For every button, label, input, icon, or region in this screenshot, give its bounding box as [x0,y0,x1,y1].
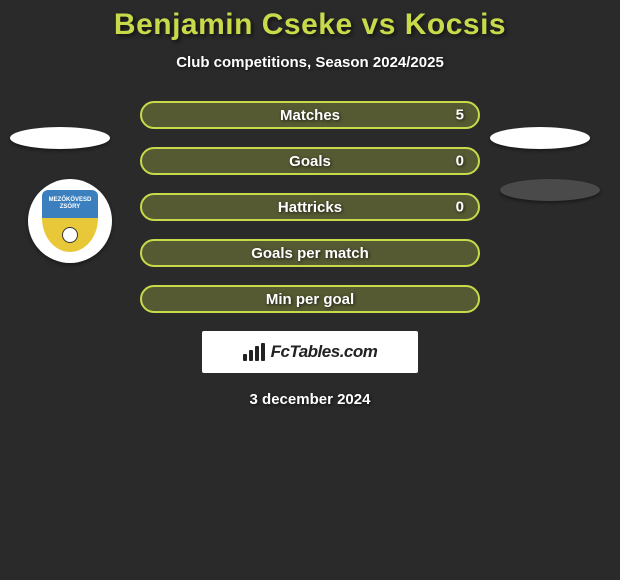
player-right-ellipse [490,127,590,149]
team-badge-left: MEZŐKÖVESD ZSÓRY [20,178,120,264]
player-left-ellipse [10,127,110,149]
fctables-banner[interactable]: FcTables.com [202,331,418,373]
badge-circle: MEZŐKÖVESD ZSÓRY [28,179,112,263]
stat-label: Min per goal [266,291,354,308]
player-right-ellipse-secondary [500,179,600,201]
stat-value-right: 0 [456,153,464,170]
badge-top-text: MEZŐKÖVESD ZSÓRY [42,190,98,218]
stat-label: Matches [280,107,340,124]
bar-chart-icon [243,343,265,361]
stat-label: Hattricks [278,199,342,216]
ball-icon [62,227,78,243]
page-title: Benjamin Cseke vs Kocsis [0,8,620,42]
stat-bar-goals-per-match: Goals per match [140,239,480,267]
stat-value-right: 0 [456,199,464,216]
date-text: 3 december 2024 [0,391,620,408]
badge-bottom [42,218,98,252]
stat-bar-goals: Goals 0 [140,147,480,175]
stat-bar-hattricks: Hattricks 0 [140,193,480,221]
stat-label: Goals per match [251,245,369,262]
shield-icon: MEZŐKÖVESD ZSÓRY [42,190,98,252]
subtitle: Club competitions, Season 2024/2025 [0,54,620,71]
banner-text: FcTables.com [271,342,378,362]
stat-label: Goals [289,153,331,170]
stat-bar-min-per-goal: Min per goal [140,285,480,313]
stat-bar-matches: Matches 5 [140,101,480,129]
stat-value-right: 5 [456,107,464,124]
